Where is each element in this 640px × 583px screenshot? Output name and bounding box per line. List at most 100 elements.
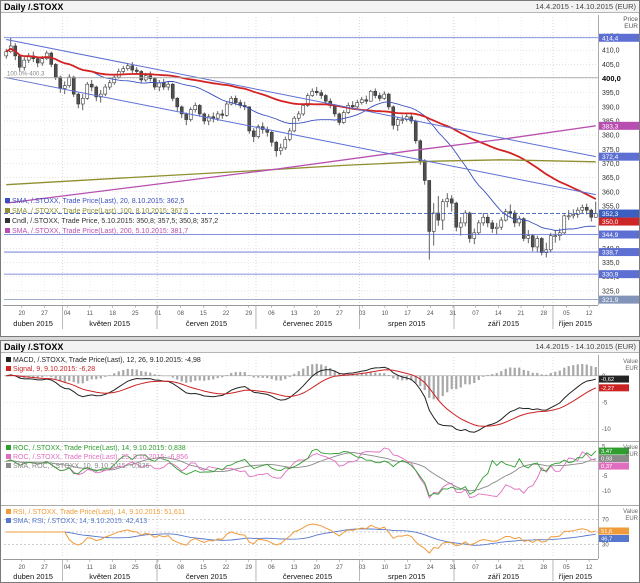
svg-text:20: 20 xyxy=(313,565,320,571)
svg-text:-10: -10 xyxy=(602,427,611,433)
svg-text:29: 29 xyxy=(245,311,252,317)
svg-text:31: 31 xyxy=(450,311,457,317)
svg-text:410,0: 410,0 xyxy=(602,48,620,55)
svg-text:24: 24 xyxy=(427,565,434,571)
price-chart-window: Daily /.STOXX 14.4.2015 - 14.10.2015 (EU… xyxy=(0,0,640,337)
svg-text:0,37: 0,37 xyxy=(601,464,612,470)
svg-text:321,9: 321,9 xyxy=(602,297,619,304)
svg-text:22: 22 xyxy=(223,311,230,317)
svg-text:květen 2015: květen 2015 xyxy=(89,319,130,328)
svg-text:380,0: 380,0 xyxy=(602,133,620,140)
svg-text:28: 28 xyxy=(540,311,547,317)
svg-text:0: 0 xyxy=(602,459,606,465)
svg-text:24: 24 xyxy=(427,311,434,317)
svg-text:Value: Value xyxy=(623,445,639,451)
svg-text:12: 12 xyxy=(586,565,593,571)
svg-text:květen 2015: květen 2015 xyxy=(89,572,130,581)
macd-histogram xyxy=(5,363,597,400)
trendlines-layer: 100.0%-400.3 xyxy=(4,37,598,301)
svg-text:srpen 2015: srpen 2015 xyxy=(388,572,426,581)
svg-text:18: 18 xyxy=(109,565,116,571)
svg-text:15: 15 xyxy=(200,565,207,571)
indicator-title: Daily /.STOXX xyxy=(4,341,64,352)
svg-text:06: 06 xyxy=(268,311,275,317)
svg-text:duben 2015: duben 2015 xyxy=(13,319,53,328)
svg-text:27: 27 xyxy=(336,565,343,571)
svg-text:338,7: 338,7 xyxy=(602,250,619,257)
svg-text:21: 21 xyxy=(518,565,525,571)
svg-text:14: 14 xyxy=(495,311,502,317)
svg-text:10: 10 xyxy=(382,565,389,571)
svg-text:375,0: 375,0 xyxy=(602,147,620,154)
svg-text:350,0: 350,0 xyxy=(602,219,619,226)
grid-layer xyxy=(4,17,598,305)
svg-text:344,9: 344,9 xyxy=(602,232,619,239)
indicator-date-range: 14.4.2015 - 14.10.2015 (EUR) xyxy=(535,342,636,351)
svg-text:360,0: 360,0 xyxy=(602,189,620,196)
svg-text:-5: -5 xyxy=(602,474,608,480)
svg-text:70: 70 xyxy=(602,518,609,524)
svg-text:14: 14 xyxy=(495,565,502,571)
svg-text:20: 20 xyxy=(18,311,25,317)
svg-text:září 2015: září 2015 xyxy=(488,572,519,581)
svg-text:červenec 2015: červenec 2015 xyxy=(283,572,332,581)
svg-text:27: 27 xyxy=(41,311,48,317)
svg-text:15: 15 xyxy=(200,311,207,317)
svg-text:355,0: 355,0 xyxy=(602,203,620,210)
svg-text:01: 01 xyxy=(155,565,162,571)
svg-text:12: 12 xyxy=(586,311,593,317)
svg-text:10: 10 xyxy=(382,311,389,317)
svg-text:390,0: 390,0 xyxy=(602,104,620,111)
indicator-window: Daily /.STOXX 14.4.2015 - 14.10.2015 (EU… xyxy=(0,340,640,583)
svg-text:říjen 2015: říjen 2015 xyxy=(559,319,592,328)
indicator-chart-canvas[interactable]: -10-50-0,62-2,27ValueEUR-10-5053,470,930… xyxy=(1,353,639,582)
svg-text:17: 17 xyxy=(404,565,411,571)
svg-text:28: 28 xyxy=(540,565,547,571)
svg-text:22: 22 xyxy=(223,565,230,571)
indicator-titlebar: Daily /.STOXX 14.4.2015 - 14.10.2015 (EU… xyxy=(1,341,639,353)
svg-text:352,3: 352,3 xyxy=(602,211,619,218)
svg-text:Price: Price xyxy=(623,16,638,23)
svg-text:06: 06 xyxy=(268,565,275,571)
svg-text:405,0: 405,0 xyxy=(602,62,620,69)
svg-text:03: 03 xyxy=(359,311,366,317)
svg-text:29: 29 xyxy=(245,565,252,571)
svg-text:říjen 2015: říjen 2015 xyxy=(559,572,592,581)
svg-text:08: 08 xyxy=(177,311,184,317)
svg-text:383,3: 383,3 xyxy=(602,123,619,130)
svg-text:46,7: 46,7 xyxy=(601,536,612,542)
svg-text:03: 03 xyxy=(359,565,366,571)
svg-text:330,9: 330,9 xyxy=(602,272,619,279)
svg-text:0,93: 0,93 xyxy=(601,457,612,463)
svg-text:červenec 2015: červenec 2015 xyxy=(283,319,332,328)
svg-text:31: 31 xyxy=(450,565,457,571)
svg-text:51,6: 51,6 xyxy=(601,529,612,535)
svg-text:EUR: EUR xyxy=(624,23,638,30)
svg-text:370,0: 370,0 xyxy=(602,161,620,168)
price-chart-date-range: 14.4.2015 - 14.10.2015 (EUR) xyxy=(535,2,636,11)
svg-text:-2,27: -2,27 xyxy=(601,386,614,392)
svg-text:27: 27 xyxy=(41,565,48,571)
svg-text:414,4: 414,4 xyxy=(602,35,619,42)
svg-text:05: 05 xyxy=(563,311,570,317)
svg-text:EUR: EUR xyxy=(625,452,638,458)
svg-text:5: 5 xyxy=(602,445,606,451)
price-chart-titlebar: Daily /.STOXX 14.4.2015 - 14.10.2015 (EU… xyxy=(1,1,639,13)
svg-text:září 2015: září 2015 xyxy=(488,319,519,328)
svg-text:27: 27 xyxy=(336,311,343,317)
svg-text:372,4: 372,4 xyxy=(602,154,619,161)
svg-text:30: 30 xyxy=(602,543,609,549)
svg-text:13: 13 xyxy=(291,565,298,571)
svg-text:duben 2015: duben 2015 xyxy=(13,572,53,581)
price-x-axis: 20 27 04 11 18 25 01 08 15 22 29 06 13 20 27 03 10 17 24 31… xyxy=(3,305,598,329)
svg-text:13: 13 xyxy=(291,311,298,317)
indicator-x-axis: 20 27 04 11 18 25 01 08 15 22 29 06 13 20 27 03 10 17 24 31… xyxy=(3,559,598,581)
svg-text:07: 07 xyxy=(472,565,479,571)
price-chart-canvas[interactable]: 100.0%-400.3415,0410,0405,0400,0395,0390… xyxy=(1,13,639,336)
svg-text:08: 08 xyxy=(177,565,184,571)
svg-text:18: 18 xyxy=(109,311,116,317)
